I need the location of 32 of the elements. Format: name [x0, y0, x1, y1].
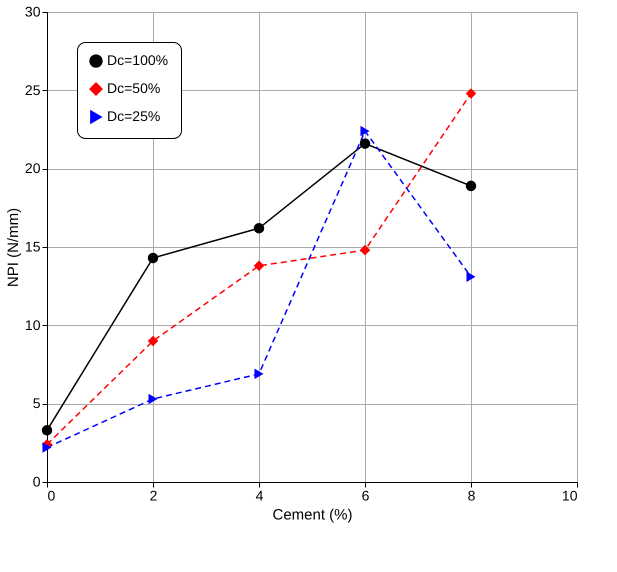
y-tick-label: 0 [32, 474, 41, 490]
point [148, 336, 158, 346]
x-tick-label: 6 [362, 488, 370, 504]
x-tick-label: 8 [468, 488, 476, 504]
x-axis-title: Cement (%) [272, 506, 353, 524]
point [360, 138, 370, 149]
y-tick-label: 15 [24, 238, 41, 254]
y-tick-label: 10 [24, 316, 41, 333]
point [466, 272, 476, 282]
x-tick-label: 2 [150, 488, 158, 504]
y-tick-label: 5 [32, 395, 41, 412]
legend-label: Dc=100% [107, 52, 168, 68]
point [466, 180, 476, 192]
legend-label: Dc=25% [107, 108, 160, 124]
point [254, 222, 264, 234]
point [360, 126, 370, 136]
point [360, 244, 370, 256]
point [466, 88, 476, 99]
point [42, 442, 52, 453]
y-axis-title: NPI (N/mm) [4, 208, 22, 288]
point [148, 394, 158, 404]
legend-label: Dc=50% [107, 80, 160, 96]
x-tick-label: 0 [48, 488, 56, 504]
x-tick-label: 10 [562, 488, 578, 504]
y-tick-label: 30 [24, 4, 41, 20]
point [254, 368, 264, 380]
y-tick-label: 20 [24, 160, 41, 176]
y-tick-label: 25 [24, 82, 41, 98]
point [42, 425, 52, 436]
point [148, 252, 158, 264]
point [254, 260, 264, 272]
x-tick-label: 4 [256, 488, 264, 504]
